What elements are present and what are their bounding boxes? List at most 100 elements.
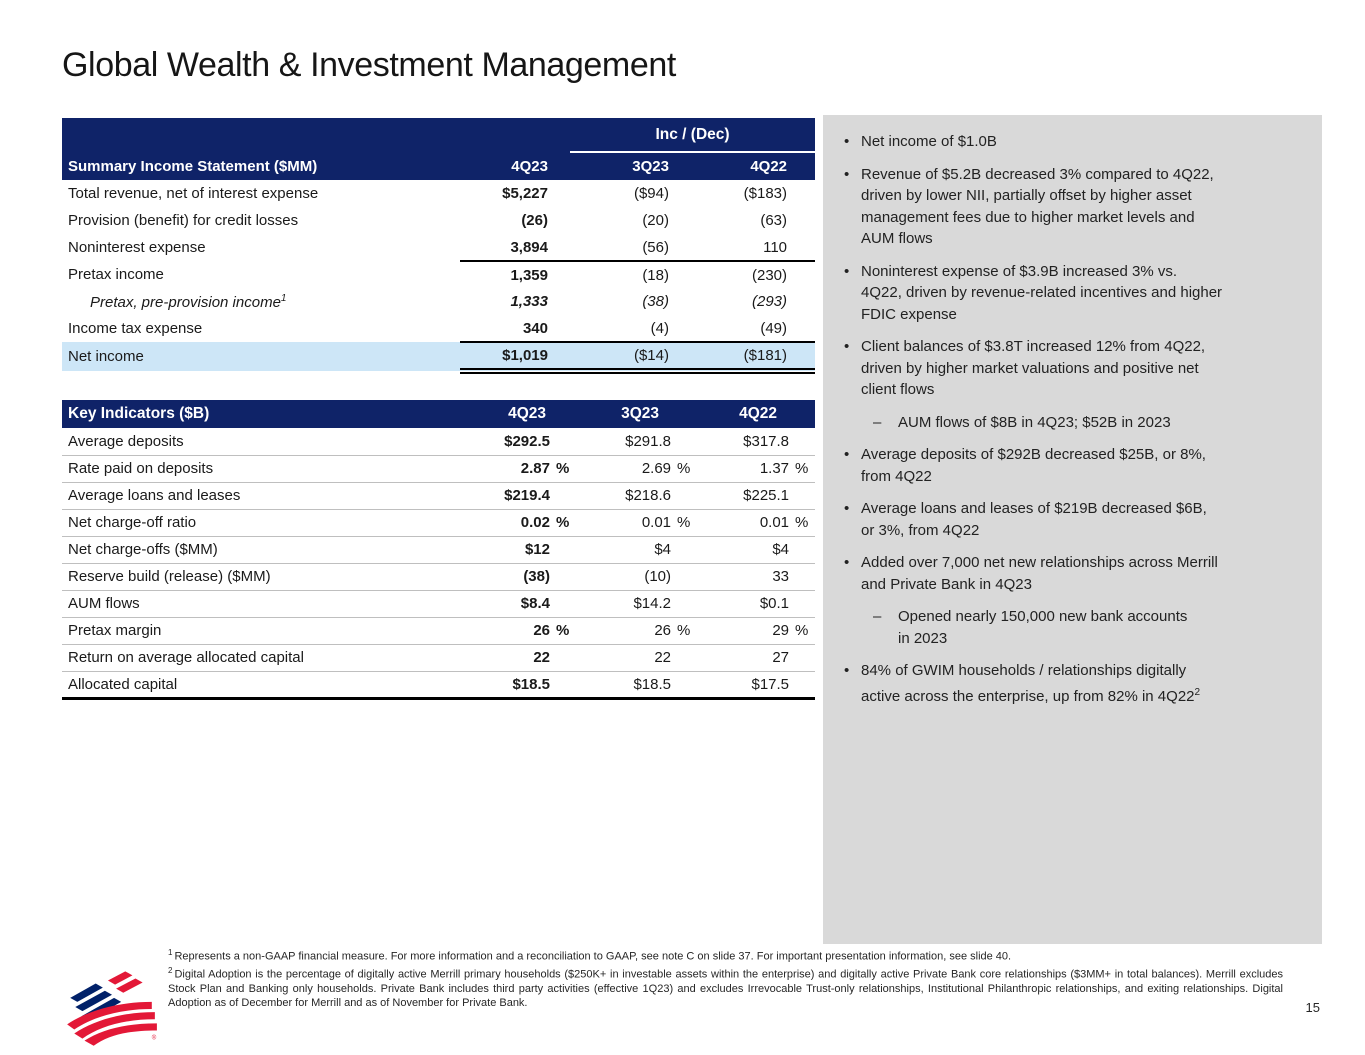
cell-3q23: (18) xyxy=(642,266,669,284)
cell-4q23: $8.4 xyxy=(460,590,550,618)
cell-4q23-pct xyxy=(550,536,571,564)
bullet-icon: • xyxy=(844,662,850,679)
cell-4q23: $5,227 xyxy=(502,185,548,202)
table-row: Average deposits $292.5 $291.8 $317.8 xyxy=(62,428,816,456)
table-row: Total revenue, net of interest expense $… xyxy=(62,180,815,207)
cell-3q23: 2.69 xyxy=(570,455,672,483)
cell-3q23-pct xyxy=(671,590,686,618)
highlight-sub-bullet: – Opened nearly 150,000 new bank account… xyxy=(873,606,1308,649)
table-row: Noninterest expense 3,894 (56) 110 xyxy=(62,234,816,262)
footnote-text: Digital Adoption is the percentage of di… xyxy=(168,969,1283,1009)
cell-3q23-pct xyxy=(671,671,686,700)
bullet-icon: • xyxy=(844,262,850,280)
cell-4q22-pct: % xyxy=(789,455,816,483)
cell-3q23-pct xyxy=(671,482,686,510)
cell-4q23-pct: % xyxy=(550,455,571,483)
column-header-4q22: 4Q22 xyxy=(685,400,816,428)
cell-4q23: 340 xyxy=(460,315,570,343)
cell-3q23-pct: % xyxy=(671,455,690,483)
cell-4q22-pct xyxy=(789,563,816,591)
row-label: Return on average allocated capital xyxy=(62,644,460,672)
row-label-text: Pretax, pre-provision income xyxy=(90,293,281,311)
row-label: Rate paid on deposits xyxy=(62,455,460,483)
column-header-3q23: 3Q23 xyxy=(570,152,685,180)
table-row: Reserve build (release) ($MM) (38) (10) … xyxy=(62,563,816,591)
table-row: Income tax expense 340 (4) (49) xyxy=(62,315,816,343)
net-income-row: Net income $1,019 ($14) ($181) xyxy=(62,342,816,374)
bullet-icon: • xyxy=(844,338,850,355)
cell-4q22-pct: % xyxy=(789,617,816,645)
cell-4q23-pct xyxy=(550,671,571,700)
row-label: Provision (benefit) for credit losses xyxy=(68,212,299,229)
bullet-icon: • xyxy=(844,554,850,571)
footnote-1: 1 Represents a non-GAAP financial measure… xyxy=(168,946,1283,964)
spacer-cell xyxy=(460,118,570,152)
cell-4q22: $225.1 xyxy=(685,482,790,510)
table-row: Average loans and leases $219.4 $218.6 $… xyxy=(62,482,816,510)
footnote-ref: 2 xyxy=(1194,686,1201,698)
cell-3q23: $14.2 xyxy=(570,590,672,618)
bullet-text-inner: 84% of GWIM households / relationships d… xyxy=(861,662,1195,705)
spacer-cell xyxy=(62,118,460,152)
inc-dec-span-header: Inc / (Dec) xyxy=(570,118,816,153)
table-row: Pretax, pre-provision income1 1,333 (38)… xyxy=(62,288,815,315)
footnote-2: 2 Digital Adoption is the percentage of d… xyxy=(168,964,1283,1010)
bullet-text: 84% of GWIM households / relationships d… xyxy=(861,660,1200,707)
row-label: Income tax expense xyxy=(68,320,203,337)
bullet-text: Noninterest expense of $3.9B increased 3… xyxy=(861,262,1223,323)
bullet-text: Added over 7,000 net new relationships a… xyxy=(861,554,1218,593)
registered-mark: ® xyxy=(152,1035,157,1042)
table-row: AUM flows $8.4 $14.2 $0.1 xyxy=(62,590,816,618)
bullet-icon: • xyxy=(844,500,850,517)
bullet-text: Average loans and leases of $219B decrea… xyxy=(861,500,1207,539)
cell-4q23: 0.02 xyxy=(460,509,550,537)
cell-4q22-pct xyxy=(789,482,816,510)
cell-4q22: $17.5 xyxy=(685,671,790,700)
cell-4q23: 26 xyxy=(460,617,550,645)
cell-4q23: $12 xyxy=(460,536,550,564)
table-row: Net charge-off ratio 0.02 % 0.01 % 0.01 … xyxy=(62,509,816,537)
bullet-text: Opened nearly 150,000 new bank accounts … xyxy=(898,608,1188,647)
bullet-text: Revenue of $5.2B decreased 3% compared t… xyxy=(861,165,1214,248)
cell-3q23: 22 xyxy=(570,644,672,672)
table-row: Allocated capital $18.5 $18.5 $17.5 xyxy=(62,671,816,700)
row-label: Total revenue, net of interest expense xyxy=(68,185,319,202)
cell-4q22: (49) xyxy=(685,315,816,343)
cell-3q23: (56) xyxy=(570,234,685,262)
column-header-4q23: 4Q23 xyxy=(460,152,570,180)
highlight-bullet: • Added over 7,000 net new relationships… xyxy=(844,552,1308,595)
key-indicators-header-row: Key Indicators ($B) 4Q23 3Q23 4Q22 xyxy=(62,400,816,428)
cell-4q22: ($181) xyxy=(685,342,816,374)
row-label: Noninterest expense xyxy=(68,239,206,256)
cell-4q22-pct xyxy=(789,590,816,618)
highlights-panel: • Net income of $1.0B • Revenue of $5.2B… xyxy=(823,115,1322,944)
bank-of-america-logo: ® xyxy=(67,971,157,1046)
row-label: Net income xyxy=(62,342,460,371)
cell-3q23: 0.01 xyxy=(570,509,672,537)
row-label: Average deposits xyxy=(62,428,460,456)
bullet-icon: • xyxy=(844,165,850,183)
dash-icon: – xyxy=(873,413,882,431)
cell-4q22-pct: % xyxy=(789,509,816,537)
cell-4q22: $0.1 xyxy=(685,590,790,618)
cell-3q23: (38) xyxy=(642,293,669,310)
cell-3q23-pct xyxy=(671,536,686,564)
cell-4q22: (293) xyxy=(751,293,788,310)
cell-4q23: $292.5 xyxy=(460,428,550,456)
cell-4q23: 2.87 xyxy=(460,455,550,483)
table-row: Return on average allocated capital 22 2… xyxy=(62,644,816,672)
row-label: Average loans and leases xyxy=(62,482,460,510)
cell-4q23: $18.5 xyxy=(460,671,550,700)
column-header-4q23: 4Q23 xyxy=(460,400,571,428)
cell-3q23-pct xyxy=(671,563,686,591)
table-row: Provision (benefit) for credit losses (2… xyxy=(62,207,815,234)
cell-4q23: 3,894 xyxy=(460,234,570,262)
page-number: 15 xyxy=(1305,1000,1320,1015)
cell-4q23: $219.4 xyxy=(460,482,550,510)
bullet-icon: • xyxy=(844,446,850,463)
cell-4q22-pct xyxy=(789,536,816,564)
row-label: Pretax income xyxy=(68,266,164,283)
cell-3q23: ($94) xyxy=(633,185,669,202)
highlight-bullet: • Revenue of $5.2B decreased 3% compared… xyxy=(844,164,1308,250)
